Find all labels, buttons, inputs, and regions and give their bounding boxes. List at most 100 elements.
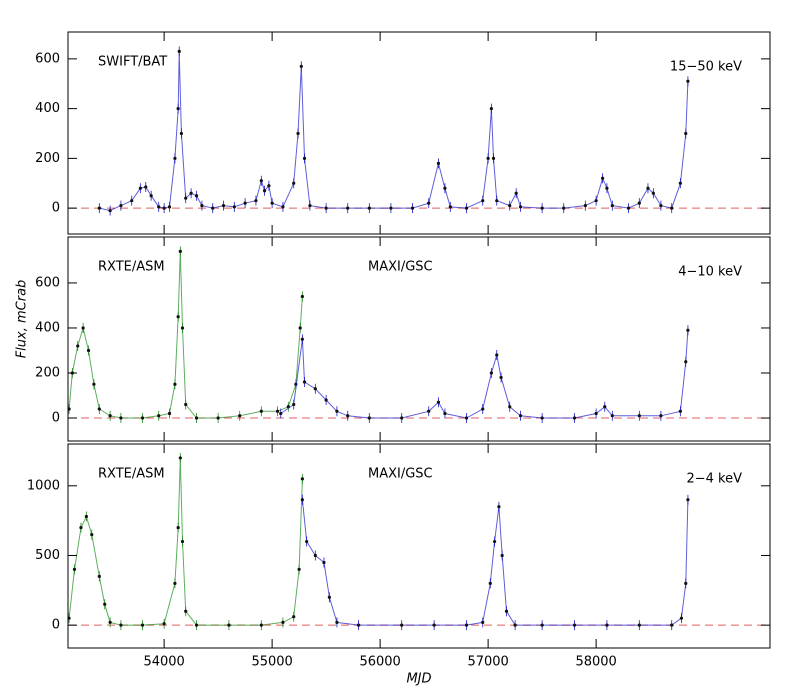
- data-point: [119, 204, 123, 208]
- data-point: [499, 375, 503, 380]
- data-point: [610, 414, 614, 418]
- y-tick-label: 1000: [27, 478, 60, 493]
- data-point: [97, 407, 101, 411]
- data-point: [259, 623, 263, 627]
- series-label: MAXI/GSC: [368, 260, 433, 275]
- data-point: [177, 49, 181, 54]
- y-tick-label: 0: [52, 618, 60, 633]
- data-point: [281, 620, 285, 624]
- data-point: [216, 416, 220, 420]
- series-line: [301, 499, 689, 626]
- series-label: MAXI/GSC: [368, 467, 433, 482]
- data-point: [678, 181, 682, 185]
- plot-frame: [67, 31, 771, 235]
- data-point: [684, 581, 688, 585]
- data-point: [72, 567, 77, 572]
- data-point: [637, 201, 641, 205]
- data-point: [313, 387, 317, 391]
- data-point: [221, 204, 226, 208]
- data-point: [300, 294, 304, 299]
- data-point: [327, 595, 331, 599]
- data-point: [495, 353, 499, 357]
- data-point: [346, 414, 350, 418]
- data-point: [324, 398, 328, 402]
- data-point: [436, 400, 441, 404]
- data-point: [176, 315, 180, 319]
- data-point: [211, 206, 215, 210]
- data-point: [173, 581, 177, 585]
- y-tick-label: 600: [35, 51, 60, 66]
- data-point: [513, 623, 517, 627]
- data-point: [464, 206, 469, 210]
- data-point: [176, 107, 180, 111]
- data-point: [679, 616, 684, 620]
- y-tick-label: 0: [52, 411, 60, 426]
- data-point: [367, 206, 371, 210]
- data-point: [299, 64, 303, 68]
- y-tick-label: 400: [35, 101, 60, 116]
- x-tick-label: 54000: [143, 655, 184, 670]
- data-point: [436, 161, 441, 165]
- data-point: [76, 344, 80, 348]
- data-point: [583, 204, 587, 208]
- data-point: [605, 623, 609, 627]
- x-axis-label: MJD: [406, 672, 431, 687]
- data-point: [308, 204, 312, 208]
- data-point: [504, 609, 509, 613]
- data-point: [162, 206, 166, 210]
- data-point: [427, 201, 431, 205]
- data-point: [243, 201, 247, 205]
- data-point: [173, 382, 177, 386]
- y-tick-label: 400: [35, 320, 60, 335]
- data-point: [281, 205, 285, 209]
- data-point: [389, 206, 393, 210]
- data-point: [167, 411, 172, 416]
- data-point: [410, 206, 415, 210]
- data-point: [493, 539, 497, 544]
- data-point: [254, 199, 258, 203]
- data-point: [184, 609, 188, 613]
- series-line: [68, 457, 303, 626]
- data-point: [659, 204, 663, 208]
- data-point: [84, 514, 88, 519]
- data-point: [686, 79, 690, 83]
- data-point: [180, 539, 185, 544]
- data-point: [684, 360, 688, 364]
- data-point: [335, 620, 339, 624]
- data-point: [572, 416, 577, 420]
- data-point: [267, 184, 271, 188]
- data-point: [603, 405, 607, 409]
- data-point: [194, 623, 199, 627]
- data-point: [81, 326, 85, 330]
- data-point: [157, 414, 161, 418]
- data-point: [86, 348, 91, 353]
- plot-frame: [67, 443, 771, 649]
- data-point: [140, 416, 145, 420]
- data-point: [108, 620, 112, 624]
- data-point: [637, 623, 641, 627]
- data-point: [162, 622, 166, 626]
- data-point: [300, 477, 304, 481]
- data-point: [670, 623, 674, 627]
- data-point: [173, 156, 177, 160]
- data-point: [594, 199, 598, 203]
- data-point: [508, 204, 512, 208]
- data-point: [305, 539, 309, 544]
- y-tick-label: 0: [52, 201, 60, 216]
- data-point: [497, 505, 501, 509]
- data-point: [464, 416, 469, 420]
- data-point: [486, 156, 490, 160]
- data-point: [514, 191, 518, 195]
- data-point: [651, 191, 655, 195]
- data-point: [572, 623, 577, 627]
- data-point: [481, 620, 485, 624]
- data-point: [540, 206, 544, 210]
- data-point: [400, 623, 404, 627]
- data-point: [108, 209, 112, 213]
- data-point: [227, 623, 231, 627]
- data-point: [518, 205, 523, 209]
- data-point: [684, 131, 688, 136]
- data-point: [296, 131, 300, 136]
- data-point: [562, 206, 566, 210]
- data-point: [481, 407, 485, 411]
